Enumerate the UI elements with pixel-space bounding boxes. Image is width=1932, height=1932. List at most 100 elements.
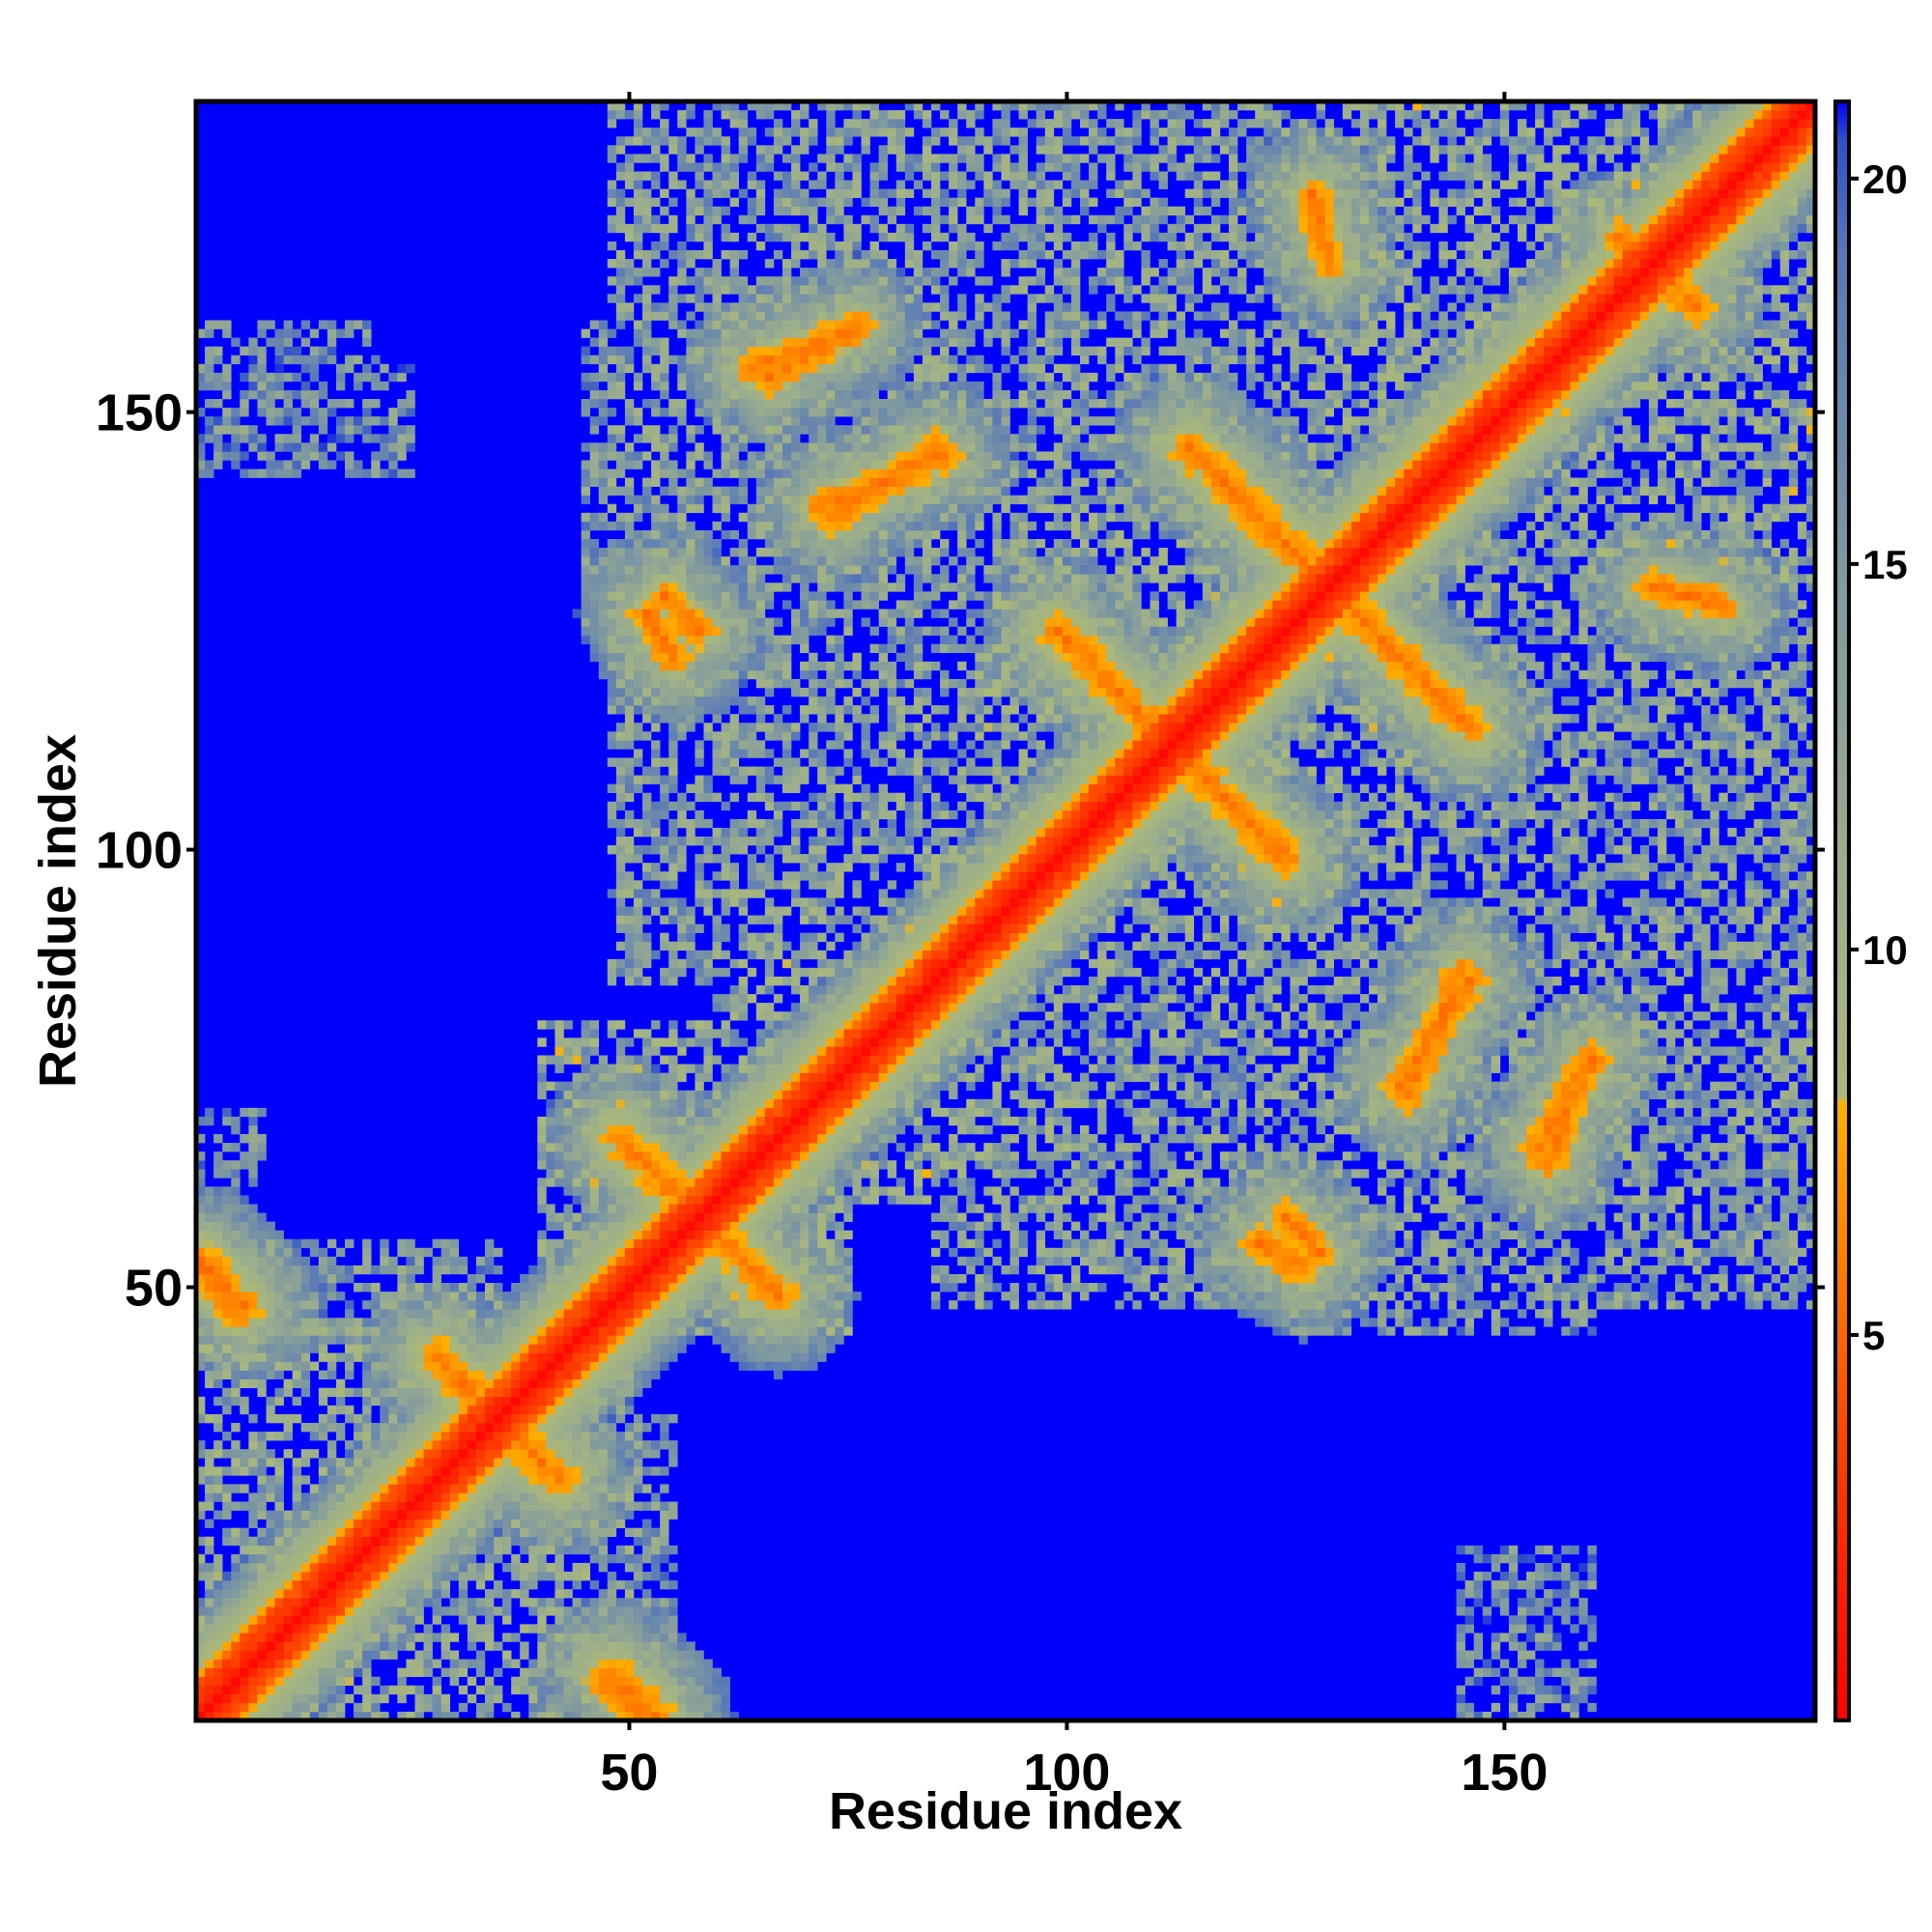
heatmap-cell: [703, 328, 713, 338]
heatmap-cell: [633, 635, 643, 644]
heatmap-cell: [222, 1501, 232, 1511]
heatmap-cell: [607, 434, 617, 443]
heatmap-cell: [572, 1527, 582, 1538]
heatmap-cell: [703, 363, 713, 374]
heatmap-cell: [712, 705, 722, 715]
heatmap-cell: [598, 1527, 609, 1538]
heatmap-cell: [615, 1553, 626, 1564]
heatmap-cell: [642, 1501, 652, 1511]
heatmap-cell: [581, 399, 590, 409]
heatmap-cell: [738, 1072, 749, 1082]
heatmap-cell: [335, 1396, 346, 1406]
heatmap-cell: [572, 609, 582, 618]
heatmap-cell: [266, 1527, 275, 1538]
heatmap-cell: [633, 958, 643, 969]
heatmap-cell: [668, 1633, 678, 1642]
heatmap-cell: [695, 696, 704, 706]
heatmap-cell: [633, 1247, 643, 1258]
heatmap-cell: [362, 1650, 372, 1660]
heatmap-cell: [747, 355, 757, 365]
heatmap-cell: [248, 1536, 258, 1547]
heatmap-cell: [721, 512, 730, 523]
heatmap-cell: [712, 827, 722, 838]
heatmap-cell: [615, 1693, 626, 1704]
heatmap-cell: [624, 538, 635, 549]
heatmap-cell: [729, 696, 739, 706]
heatmap-cell: [205, 1667, 214, 1677]
heatmap-cell: [213, 1492, 223, 1502]
heatmap-cell: [738, 1169, 749, 1179]
heatmap-cell: [511, 1318, 521, 1327]
heatmap-cell: [607, 276, 617, 286]
heatmap-cell: [205, 1370, 214, 1379]
heatmap-cell: [738, 740, 749, 750]
heatmap-cell: [213, 1711, 223, 1721]
heatmap-cell: [213, 1422, 223, 1433]
heatmap-cell: [563, 1186, 573, 1196]
heatmap-cell: [240, 1405, 249, 1415]
heatmap-cell: [581, 442, 590, 452]
heatmap-cell: [511, 1352, 521, 1362]
heatmap-cell: [345, 1545, 355, 1555]
heatmap-cell: [624, 810, 635, 820]
heatmap-cell: [581, 1344, 590, 1353]
heatmap-cell: [327, 1238, 337, 1249]
heatmap-cell: [712, 188, 722, 198]
heatmap-cell: [703, 818, 713, 829]
heatmap-cell: [738, 600, 749, 610]
heatmap-cell: [607, 259, 617, 269]
heatmap-cell: [213, 1151, 223, 1161]
heatmap-cell: [309, 1492, 320, 1502]
heatmap-cell: [651, 1212, 661, 1222]
heatmap-cell: [721, 442, 730, 452]
heatmap-cell: [520, 1650, 529, 1660]
heatmap-cells: [196, 101, 1816, 1721]
heatmap-cell: [677, 1318, 687, 1327]
heatmap-cell: [651, 171, 661, 181]
heatmap-cell: [528, 1510, 538, 1520]
heatmap-cell: [729, 389, 739, 400]
heatmap-cell: [318, 1510, 328, 1520]
heatmap-cell: [554, 1178, 564, 1187]
heatmap-cell: [423, 1413, 433, 1424]
heatmap-cell: [738, 1116, 749, 1126]
heatmap-cell: [729, 451, 739, 461]
heatmap-cell: [642, 1238, 652, 1249]
heatmap-cell: [231, 1501, 241, 1511]
heatmap-cell: [651, 810, 661, 820]
heatmap-cell: [660, 1641, 669, 1651]
heatmap-cell: [677, 538, 687, 549]
heatmap-cell: [205, 1458, 214, 1467]
heatmap-cell: [677, 1221, 687, 1231]
heatmap-cell: [607, 1458, 617, 1467]
heatmap-cell: [537, 1247, 547, 1258]
heatmap-cell: [196, 1221, 206, 1231]
heatmap-cell: [615, 1081, 626, 1092]
heatmap-cell: [660, 1606, 669, 1616]
heatmap-cell: [651, 889, 661, 898]
heatmap-cell: [729, 1186, 739, 1196]
heatmap-cell: [318, 1335, 328, 1345]
heatmap-cell: [388, 1519, 398, 1528]
heatmap-cell: [677, 294, 687, 303]
heatmap-cell: [371, 1562, 381, 1573]
heatmap-cell: [362, 1527, 372, 1538]
heatmap-cell: [231, 1212, 241, 1222]
heatmap-cell: [371, 416, 381, 426]
heatmap-cell: [475, 1352, 486, 1362]
heatmap-cell: [668, 1037, 678, 1047]
heatmap-cell: [406, 1449, 415, 1459]
heatmap-cell: [607, 1195, 617, 1205]
heatmap-cell: [440, 1256, 451, 1266]
heatmap-cell: [354, 1387, 363, 1398]
heatmap-cell: [546, 1475, 555, 1485]
heatmap-cell: [695, 1134, 704, 1144]
heatmap-cell: [240, 1204, 249, 1213]
heatmap-cell: [607, 1186, 617, 1196]
heatmap-cell: [615, 276, 626, 286]
heatmap-cell: [738, 1309, 749, 1319]
heatmap-cell: [642, 609, 652, 618]
heatmap-cell: [467, 1562, 477, 1573]
heatmap-cell: [729, 1029, 739, 1038]
heatmap-cell: [257, 1273, 267, 1284]
